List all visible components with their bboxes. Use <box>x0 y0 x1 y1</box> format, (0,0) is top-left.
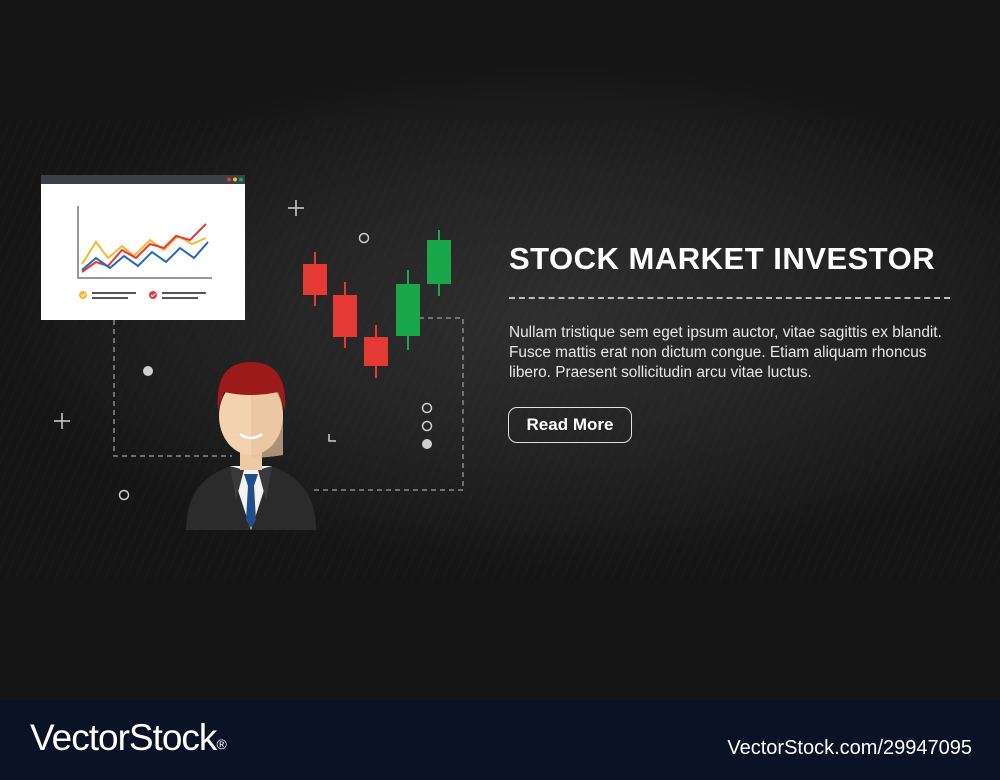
logo-registered-mark: ® <box>216 736 226 752</box>
banner-description: Nullam tristique sem eget ipsum auctor, … <box>509 324 942 381</box>
illustration <box>41 175 464 530</box>
watermark-footer <box>0 700 1000 780</box>
dashed-connectors <box>113 317 464 491</box>
browser-chart-icon <box>41 175 245 320</box>
title-divider <box>509 297 950 299</box>
image-id-text: VectorStock.com/29947095 <box>727 737 972 759</box>
plus-decoration-icon <box>54 200 304 429</box>
circle-decoration-icon <box>118 232 433 501</box>
banner-title: STOCK MARKET INVESTOR <box>509 241 936 276</box>
read-more-button[interactable]: Read More <box>508 407 632 443</box>
banner: STOCK MARKET INVESTOR Nullam tristique s… <box>0 0 1000 700</box>
vectorstock-logo: VectorStock® <box>30 716 227 760</box>
candlestick-chart-icon <box>303 230 451 378</box>
logo-text: VectorStock <box>30 717 217 758</box>
businessman-avatar-icon <box>186 362 316 530</box>
